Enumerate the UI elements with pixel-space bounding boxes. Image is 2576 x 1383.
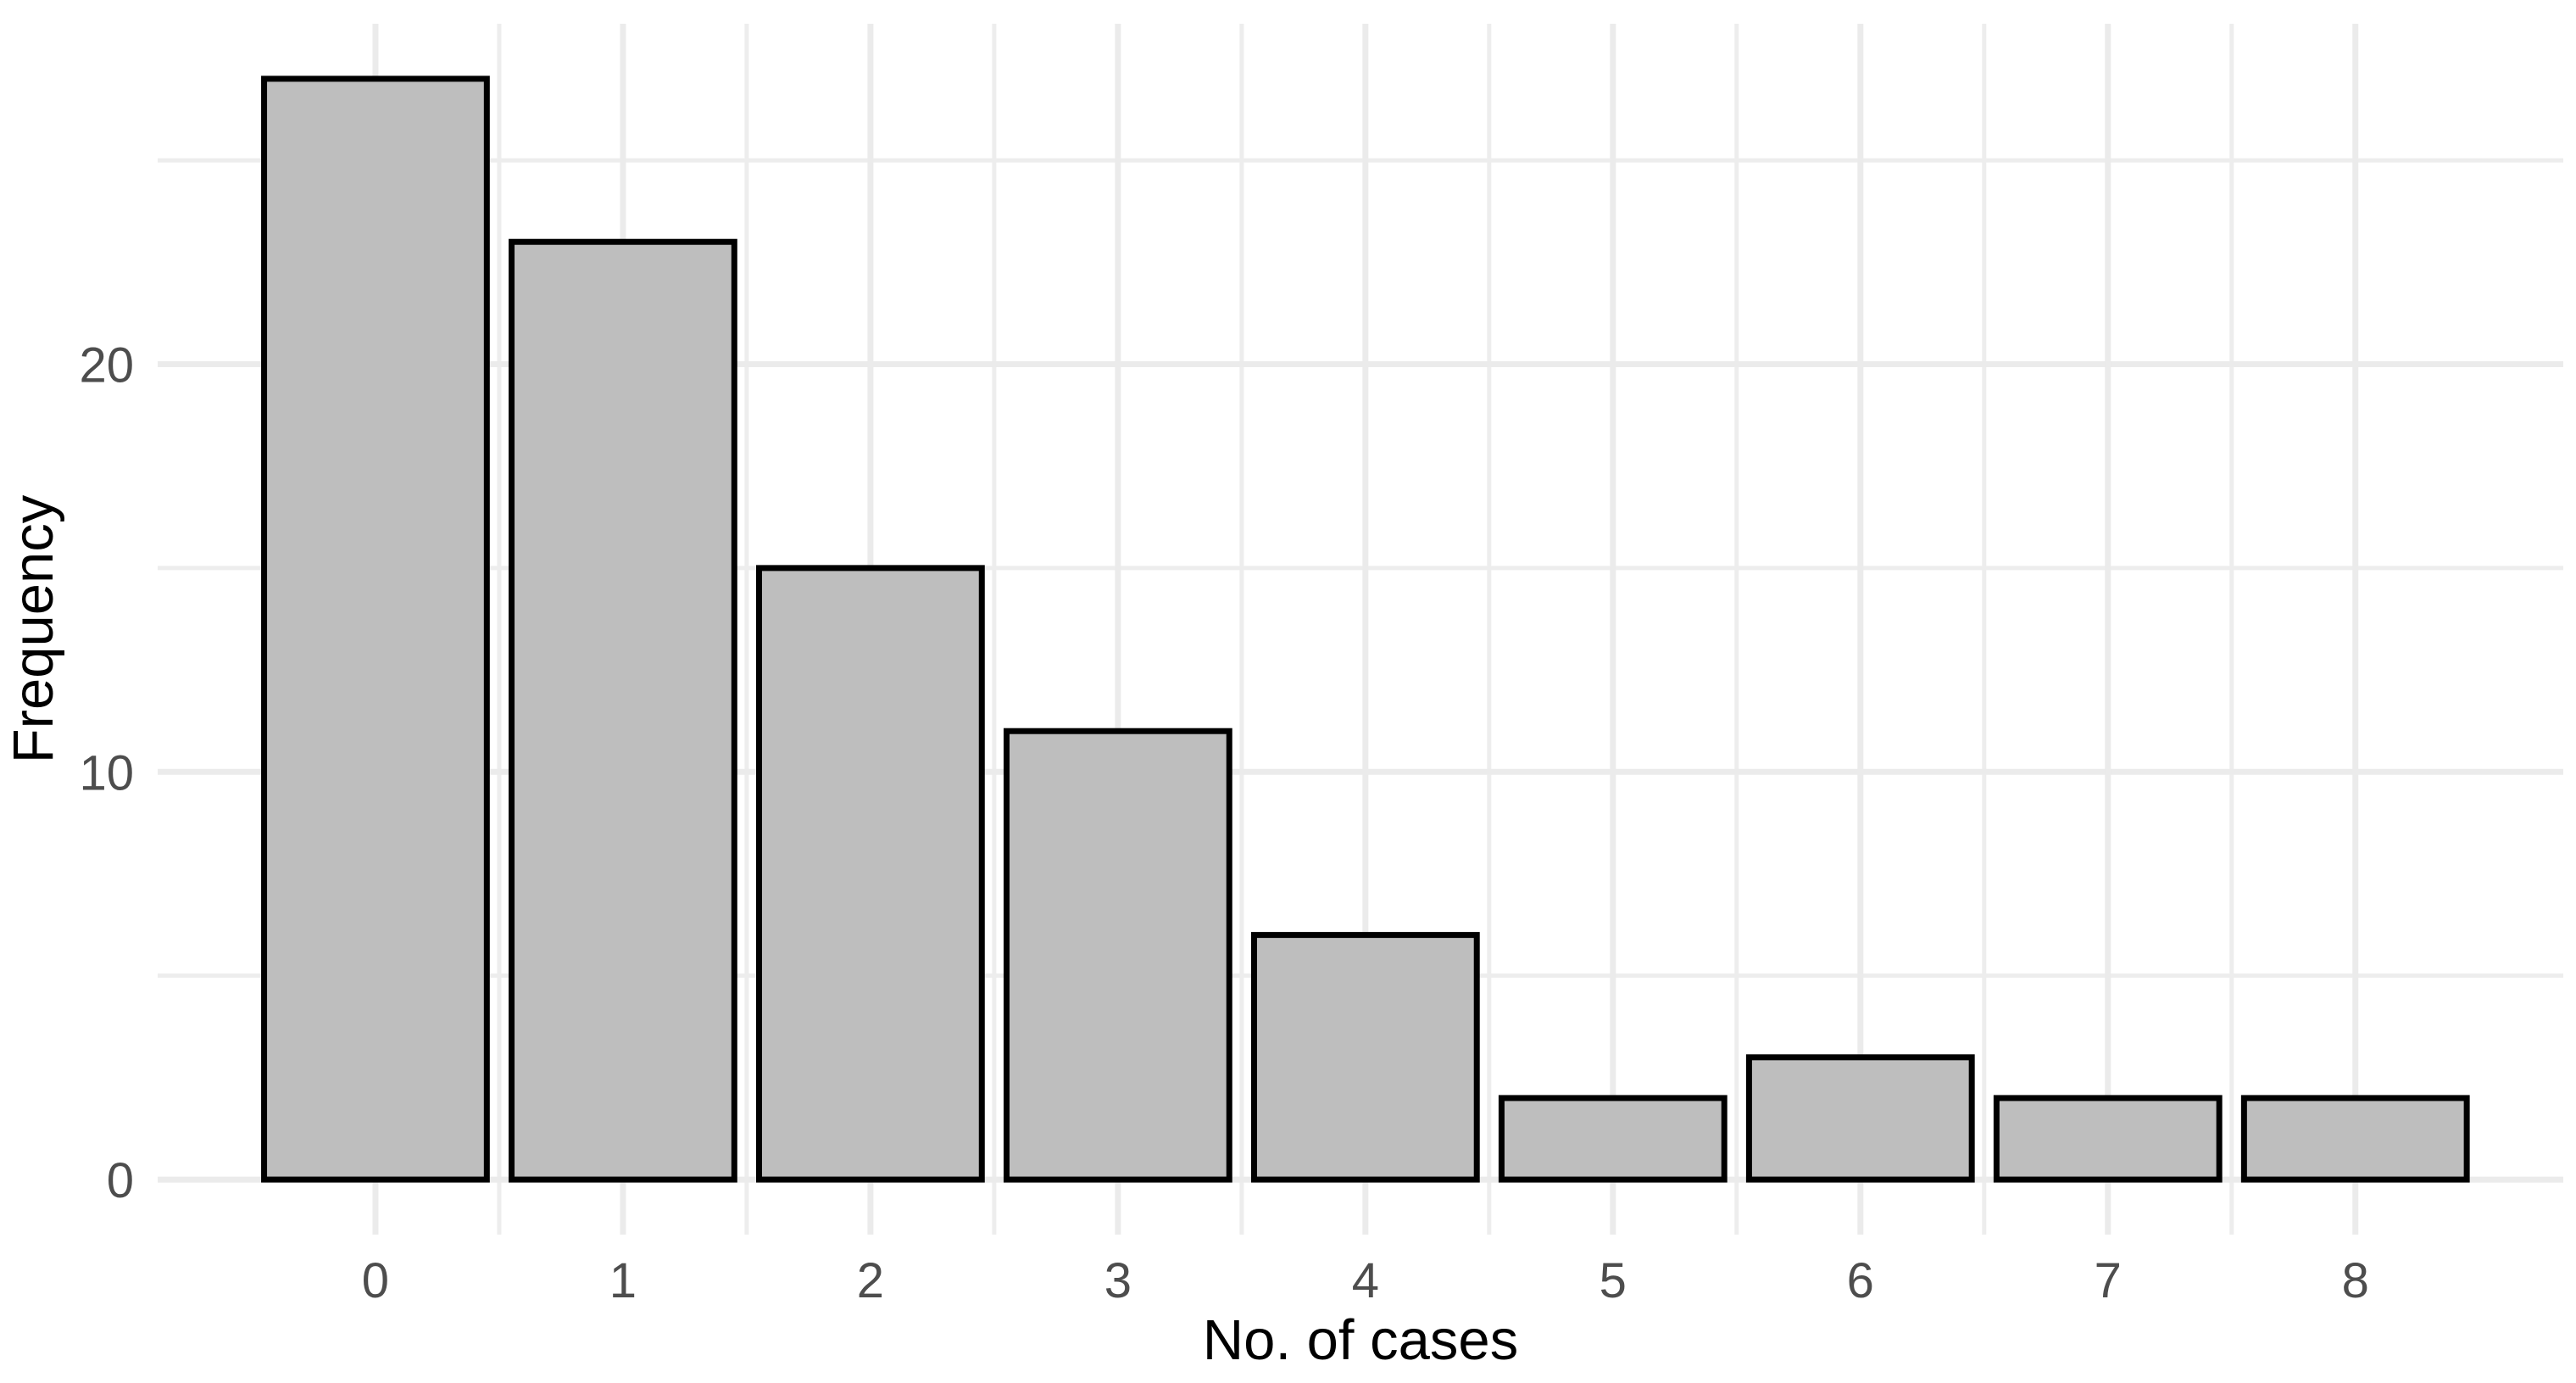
bar-3 — [1003, 728, 1232, 1183]
bar-2 — [756, 565, 985, 1183]
x-tick-label-8: 8 — [2342, 1253, 2369, 1308]
bar-8 — [2240, 1095, 2470, 1183]
bars — [261, 75, 2470, 1183]
y-axis-title: Frequency — [2, 494, 65, 763]
x-tick-label-7: 7 — [2095, 1253, 2122, 1308]
bar-6 — [1745, 1054, 1975, 1183]
x-tick-label-0: 0 — [362, 1253, 389, 1308]
x-axis-title: No. of cases — [1203, 1308, 1518, 1372]
x-tick-label-4: 4 — [1352, 1253, 1379, 1308]
x-tick-label-3: 3 — [1104, 1253, 1132, 1308]
x-axis-tick-labels: 0 1 2 3 4 5 6 7 8 — [362, 1253, 2369, 1308]
y-tick-label-20: 20 — [79, 337, 134, 393]
bar-1 — [509, 238, 737, 1183]
x-tick-label-6: 6 — [1847, 1253, 1874, 1308]
x-tick-label-2: 2 — [857, 1253, 884, 1308]
bar-5 — [1498, 1095, 1728, 1183]
bar-0 — [261, 75, 490, 1183]
bar-4 — [1250, 932, 1480, 1183]
y-axis-tick-labels: 0 10 20 — [79, 337, 134, 1208]
x-tick-label-1: 1 — [609, 1253, 637, 1308]
y-tick-label-0: 0 — [107, 1153, 134, 1208]
x-tick-label-5: 5 — [1600, 1253, 1627, 1308]
bar-7 — [1993, 1095, 2223, 1183]
y-tick-label-10: 10 — [79, 745, 134, 800]
